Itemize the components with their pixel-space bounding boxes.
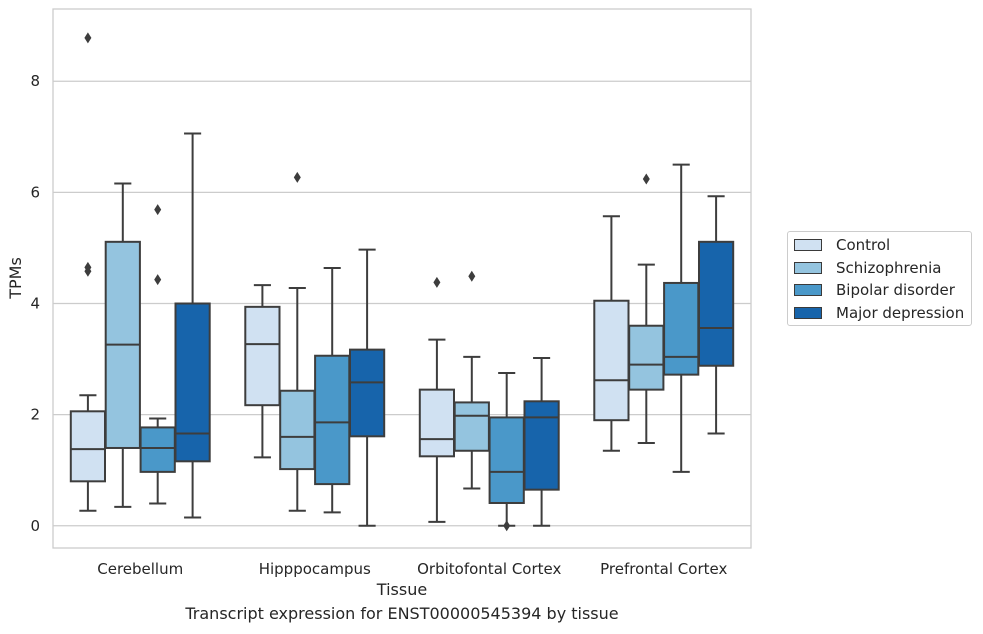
y-tick-label: 0 (30, 517, 40, 535)
box-0-2 (139, 204, 176, 505)
box-iqr (697, 240, 735, 367)
legend-swatch-schizophrenia (794, 262, 822, 274)
x-axis-label: Tissue (376, 580, 427, 599)
box-1-1 (279, 171, 316, 512)
y-tick-labels: 0 2 4 6 8 (30, 72, 40, 535)
box-iqr (488, 416, 525, 504)
outlier-point (154, 204, 162, 216)
outlier-point (503, 520, 511, 532)
plot-area (52, 8, 752, 549)
legend-item-major-depression: Major depression (794, 303, 964, 323)
box-3-2 (663, 163, 700, 473)
box-iqr (69, 410, 107, 483)
box-iqr (663, 281, 700, 376)
y-tick-label: 2 (30, 406, 40, 424)
box-iqr (244, 305, 281, 407)
gridlines (53, 80, 751, 527)
outlier-point (293, 171, 301, 183)
box-iqr (418, 388, 456, 458)
box-3-1 (628, 173, 665, 444)
box-iqr (348, 348, 386, 438)
outlier-point (154, 274, 162, 286)
box-2-1 (453, 270, 490, 490)
box-iqr (174, 302, 211, 463)
x-tick-label: Cerebellum (97, 560, 183, 578)
legend: Control Schizophrenia Bipolar disorder M… (787, 231, 972, 326)
legend-item-control: Control (794, 235, 890, 255)
legend-label-bipolar-disorder: Bipolar disorder (836, 281, 955, 299)
figure-caption: Transcript expression for ENST0000054539… (185, 604, 619, 623)
box-layer (69, 32, 735, 532)
outlier-point (433, 276, 441, 288)
legend-item-schizophrenia: Schizophrenia (794, 258, 941, 278)
y-axis-label: TPMs (6, 257, 25, 300)
box-2-0 (418, 276, 456, 523)
box-iqr (279, 389, 316, 471)
outlier-point (84, 261, 92, 273)
outlier-point (84, 32, 92, 44)
box-0-0 (69, 32, 107, 512)
box-0-1 (104, 182, 141, 508)
outlier-point (468, 270, 476, 282)
outlier-point (642, 173, 650, 185)
legend-item-bipolar-disorder: Bipolar disorder (794, 280, 955, 300)
box-3-0 (593, 215, 630, 452)
box-1-0 (244, 284, 281, 459)
y-tick-label: 6 (30, 183, 40, 201)
legend-label-major-depression: Major depression (836, 304, 965, 322)
x-tick-label: Hipppocampus (259, 560, 371, 578)
box-iqr (139, 426, 176, 473)
box-3-3 (697, 195, 735, 435)
box-2-2 (488, 371, 525, 532)
x-tick-label: Prefrontal Cortex (600, 560, 727, 578)
y-tick-label: 8 (30, 72, 40, 90)
box-iqr (523, 400, 560, 491)
legend-label-schizophrenia: Schizophrenia (836, 259, 942, 277)
y-tick-label: 4 (30, 295, 40, 313)
x-tick-label: Orbitofontal Cortex (417, 560, 561, 578)
box-1-3 (348, 248, 386, 527)
legend-swatch-major-depression (794, 307, 822, 319)
box-0-3 (174, 132, 211, 519)
legend-swatch-bipolar-disorder (794, 284, 822, 296)
box-iqr (628, 324, 665, 391)
box-1-2 (314, 266, 351, 514)
box-2-3 (523, 356, 560, 527)
legend-swatch-control (794, 239, 822, 251)
box-iqr (593, 299, 630, 422)
legend-label-control: Control (836, 236, 891, 254)
x-tick-labels: Cerebellum Hipppocampus Orbitofontal Corte… (97, 560, 727, 578)
box-iqr (314, 354, 351, 486)
box-iqr (453, 401, 490, 452)
